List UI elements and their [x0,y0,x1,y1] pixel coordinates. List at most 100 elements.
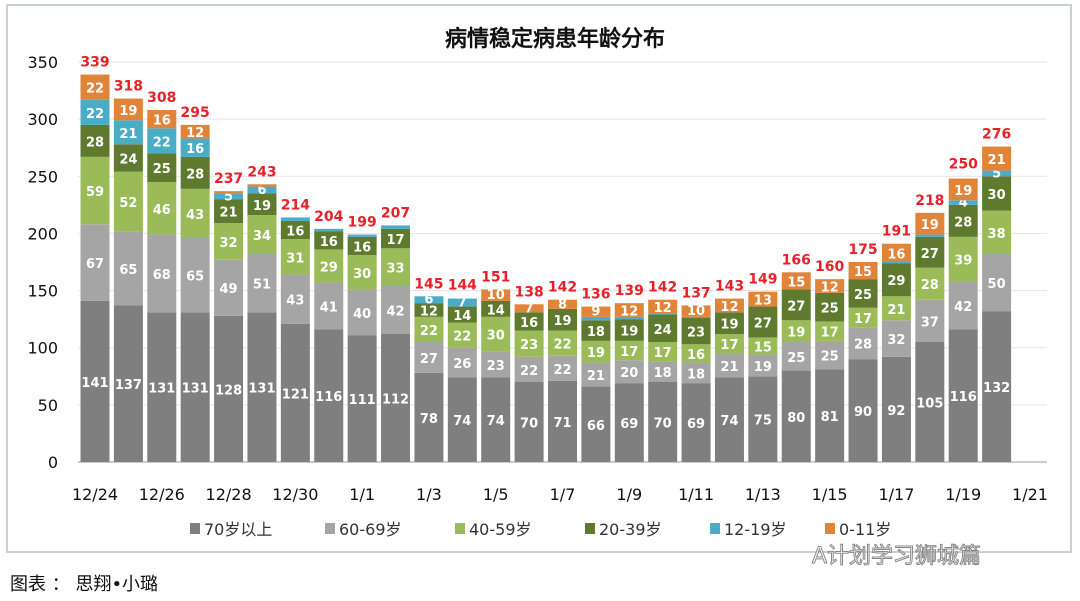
total-label: 160 [815,259,844,275]
segment-label: 49 [220,282,238,297]
bar-segment [113,144,143,172]
segment-label: 10 [487,288,505,303]
x-tick-label: 12/26 [139,485,185,504]
total-label: 191 [882,224,911,240]
bar-segment [581,340,611,363]
segment-label: 12 [654,301,672,316]
total-label: 237 [214,171,243,187]
segment-label: 59 [86,185,104,200]
bar-segment [581,386,611,462]
x-tick-label: 1/3 [416,485,442,504]
segment-label: 46 [153,203,171,218]
segment-label: 5 [992,166,1001,181]
bar-segment [548,355,577,381]
segment-label: 27 [787,299,805,314]
segment-label: 16 [520,316,538,331]
segment-label: 19 [620,325,638,340]
segment-label: 43 [186,208,204,223]
bar-segment [514,356,544,382]
bar-segment [982,176,1012,211]
bar-segment [681,383,711,462]
bar-segment [982,146,1012,171]
total-label: 218 [915,193,944,209]
segment-label: 22 [553,338,571,353]
x-tick-label: 1/5 [483,485,509,504]
segment-label: 23 [520,338,538,353]
bar-segment [481,351,511,378]
bar-segment [247,215,277,254]
bar-segment [714,353,744,378]
bar-segment [982,210,1012,254]
bar-segment [614,316,644,320]
segment-label: 39 [954,254,972,269]
segment-label: 15 [854,265,872,280]
bar-segment [381,228,411,249]
total-label: 175 [848,242,877,258]
bar-segment [681,316,711,318]
bar-segment [748,354,778,377]
bar-segment [614,340,644,361]
segment-label: 14 [453,309,471,324]
segment-label: 19 [720,318,738,333]
bar-segment [314,249,344,283]
bar-segment [881,296,911,321]
bar-segment [748,376,778,462]
segment-label: 13 [754,294,772,309]
segment-label: 19 [553,314,571,329]
bar-segment [514,382,544,462]
x-tick-label: 1/13 [745,485,781,504]
total-label: 142 [648,280,677,296]
legend-label: 0-11岁 [839,520,891,539]
bar-segment [514,330,544,357]
total-label: 207 [381,205,410,221]
total-label: 145 [414,276,443,292]
segment-label: 29 [320,261,338,276]
bar-segment [347,289,377,336]
segment-label: 111 [349,393,376,408]
bar-segment [848,279,878,308]
segment-label: 28 [186,167,204,182]
total-label: 243 [247,164,276,180]
segment-label: 10 [687,304,705,319]
bar-segment [147,182,177,235]
segment-label: 25 [821,350,839,365]
bar-segment [280,274,310,324]
bar-segment [948,200,978,205]
total-label: 137 [681,285,710,301]
bar-segment [381,334,411,462]
segment-label: 18 [687,367,705,382]
segment-label: 8 [558,297,567,312]
segment-label: 22 [553,363,571,378]
segment-label: 74 [453,414,471,429]
segment-label: 132 [983,381,1010,396]
bar-segment [214,193,244,200]
bar-segment [581,320,611,341]
bar-segment [481,300,511,317]
segment-label: 18 [587,325,605,340]
bar-segment [147,128,177,154]
bar-segment [347,255,377,290]
segment-label: 30 [353,267,371,282]
y-tick-label: 200 [27,224,58,243]
bar-segment [314,282,344,330]
total-label: 295 [181,105,210,121]
segment-label: 28 [86,135,104,150]
bar-segment [748,306,778,338]
segment-label: 7 [458,296,467,311]
segment-label: 78 [420,412,438,427]
bar-segment [748,291,778,307]
segment-label: 25 [787,351,805,366]
bar-segment [247,186,277,194]
bar-segment [815,279,845,293]
total-label: 276 [982,127,1011,143]
bar-segment [748,337,778,355]
x-tick-label: 1/15 [812,485,848,504]
bar-segment [714,334,744,354]
segment-label: 70 [654,417,672,432]
segment-label: 75 [754,414,772,429]
bar-segment [548,380,577,462]
x-tick-label: 1/7 [550,485,576,504]
segment-label: 81 [821,410,839,425]
y-tick-label: 350 [27,53,58,72]
bar-segment [614,319,644,341]
